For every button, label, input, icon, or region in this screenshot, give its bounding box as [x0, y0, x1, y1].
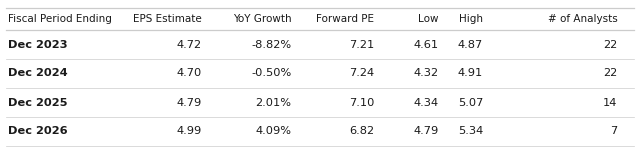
Text: 4.70: 4.70 — [177, 69, 202, 79]
Text: 7.10: 7.10 — [349, 98, 374, 108]
Text: 5.34: 5.34 — [458, 127, 483, 137]
Text: 4.09%: 4.09% — [255, 127, 291, 137]
Text: 4.34: 4.34 — [413, 98, 438, 108]
Text: 22: 22 — [604, 69, 618, 79]
Text: EPS Estimate: EPS Estimate — [133, 14, 202, 24]
Text: 14: 14 — [604, 98, 618, 108]
Text: 4.91: 4.91 — [458, 69, 483, 79]
Text: 5.07: 5.07 — [458, 98, 483, 108]
Text: 4.87: 4.87 — [458, 40, 483, 50]
Text: 22: 22 — [604, 40, 618, 50]
Text: Forward PE: Forward PE — [316, 14, 374, 24]
Text: 4.79: 4.79 — [413, 127, 438, 137]
Text: 7.21: 7.21 — [349, 40, 374, 50]
Text: Dec 2025: Dec 2025 — [8, 98, 68, 108]
Text: 4.79: 4.79 — [177, 98, 202, 108]
Text: -8.82%: -8.82% — [251, 40, 291, 50]
Text: 4.32: 4.32 — [413, 69, 438, 79]
Text: -0.50%: -0.50% — [251, 69, 291, 79]
Text: 7: 7 — [611, 127, 618, 137]
Text: 6.82: 6.82 — [349, 127, 374, 137]
Text: YoY Growth: YoY Growth — [232, 14, 291, 24]
Text: Fiscal Period Ending: Fiscal Period Ending — [8, 14, 112, 24]
Text: 2.01%: 2.01% — [255, 98, 291, 108]
Text: # of Analysts: # of Analysts — [548, 14, 618, 24]
Text: Dec 2023: Dec 2023 — [8, 40, 68, 50]
Text: Dec 2026: Dec 2026 — [8, 127, 68, 137]
Text: High: High — [460, 14, 483, 24]
Text: 7.24: 7.24 — [349, 69, 374, 79]
Text: 4.61: 4.61 — [413, 40, 438, 50]
Text: 4.99: 4.99 — [177, 127, 202, 137]
Text: 4.72: 4.72 — [177, 40, 202, 50]
Text: Low: Low — [418, 14, 438, 24]
Text: Dec 2024: Dec 2024 — [8, 69, 68, 79]
